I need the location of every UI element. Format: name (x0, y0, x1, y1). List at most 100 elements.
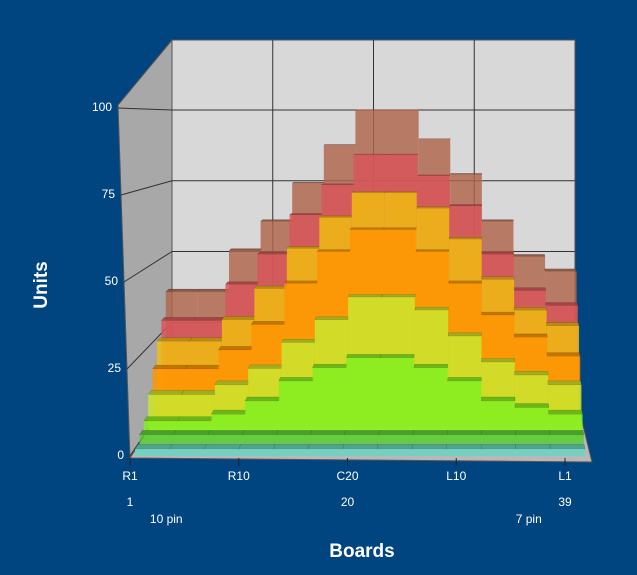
step-top (320, 183, 356, 186)
step-top (544, 268, 578, 272)
step-top (446, 430, 482, 436)
step-top (247, 364, 284, 369)
step-top (147, 390, 185, 395)
step-top (259, 219, 295, 222)
step-top (413, 363, 449, 369)
step-top (224, 281, 260, 285)
step-top (447, 377, 482, 382)
step-top (545, 302, 579, 306)
step-top (228, 248, 264, 252)
step-area (446, 449, 482, 456)
step-top (138, 430, 177, 436)
step-top (344, 430, 380, 436)
step-top (318, 215, 354, 218)
step-top (349, 227, 385, 230)
step-area (135, 449, 170, 456)
step-top (286, 246, 322, 249)
step-top (417, 174, 451, 177)
step-top (143, 416, 181, 422)
step-top (256, 251, 292, 255)
step-top (351, 191, 386, 193)
step-top (188, 337, 225, 342)
step-top (273, 444, 310, 450)
step-area (238, 449, 274, 456)
step-area (273, 449, 309, 456)
step-top (546, 352, 581, 357)
x-tick-label: C20 (336, 469, 358, 483)
step-top (152, 364, 189, 370)
step-top (449, 204, 483, 207)
step-top (353, 153, 388, 155)
step-top (203, 444, 242, 450)
step-area (169, 449, 205, 456)
step-top (377, 444, 413, 450)
step-top (415, 249, 450, 252)
step-top (448, 280, 482, 284)
step-top (185, 364, 222, 370)
step-top (275, 430, 313, 436)
step-top (288, 213, 324, 216)
y-tick-label: 50 (105, 274, 119, 288)
step-top (515, 444, 551, 450)
step-top (448, 236, 482, 240)
step-area (342, 449, 378, 456)
step-area (550, 449, 585, 456)
step-top (281, 338, 317, 343)
step-top (545, 322, 580, 327)
step-area (411, 449, 447, 456)
step-top (291, 181, 326, 184)
step-top (173, 430, 211, 436)
step-area (447, 381, 482, 442)
step-top (412, 430, 448, 436)
grid-line (120, 180, 173, 196)
step-top (481, 358, 516, 363)
step-area (380, 357, 414, 442)
step-top (177, 416, 214, 422)
step-top (512, 254, 546, 257)
step-area (377, 449, 412, 456)
step-top (210, 409, 248, 415)
step-top (156, 337, 193, 342)
step-top (481, 430, 516, 436)
step-top (513, 307, 547, 311)
step-top (221, 316, 257, 320)
x-tick-label: L1 (558, 469, 572, 483)
step-top (160, 317, 197, 321)
step-area (312, 367, 347, 442)
step-top (134, 444, 173, 450)
step-area (481, 449, 516, 456)
y-tick-label: 0 (117, 448, 124, 462)
step-top (447, 332, 482, 337)
step-area (204, 449, 239, 456)
step-top (449, 173, 483, 175)
step-top (181, 390, 218, 395)
step-top (283, 280, 319, 284)
step-top (382, 227, 417, 230)
step-top (169, 444, 207, 450)
step-top (309, 430, 346, 436)
y-axis-title: Units (31, 261, 52, 309)
step-top (307, 444, 345, 450)
step-top (238, 444, 276, 450)
step-top (548, 409, 583, 415)
step-top (548, 430, 585, 436)
step-top (481, 251, 515, 255)
step-top (217, 346, 254, 351)
step-top (244, 396, 281, 402)
step-top (379, 354, 415, 359)
step-top (514, 403, 550, 409)
grid-line (123, 251, 173, 283)
step-top (383, 191, 418, 193)
step-top (513, 333, 548, 338)
x-tick-label: R10 (228, 469, 250, 483)
step-top (347, 294, 383, 298)
step-top (314, 316, 350, 321)
step-top (480, 444, 517, 450)
step-top (384, 153, 419, 155)
y-tick-label: 100 (92, 100, 112, 114)
step-area (308, 449, 343, 456)
x-tick-label-2: 1 (127, 495, 134, 509)
step-top (481, 276, 515, 280)
step-top (345, 354, 382, 359)
